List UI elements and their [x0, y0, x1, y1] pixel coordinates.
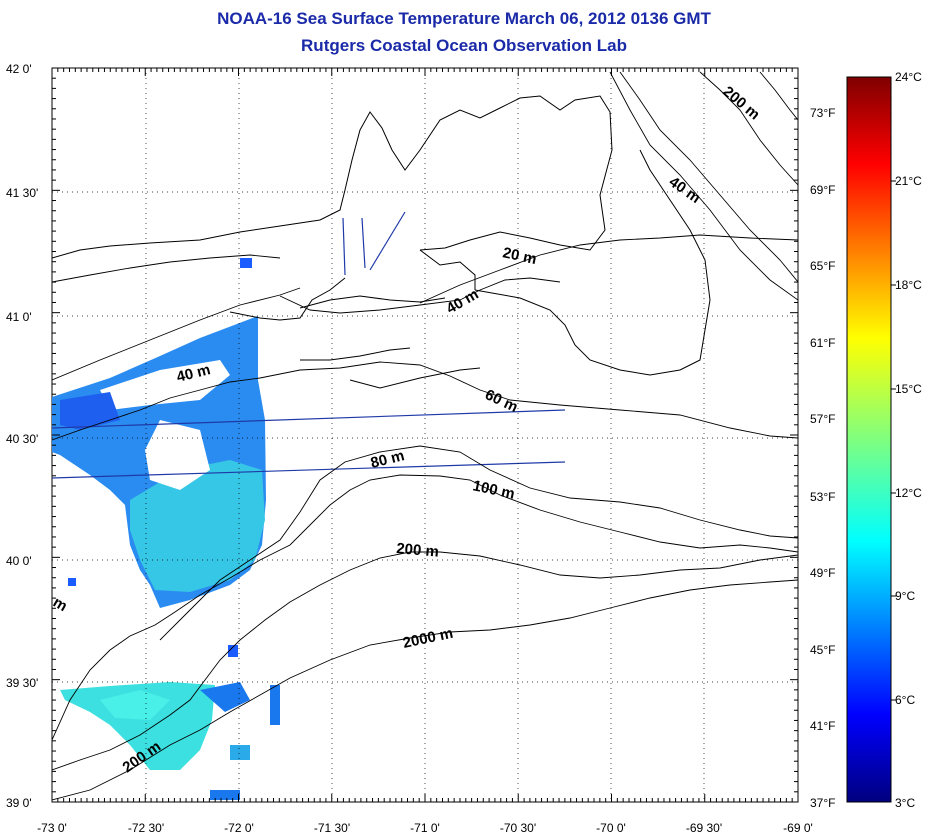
- lat-label: 42 0': [6, 62, 32, 76]
- celsius-label: 18°C: [895, 278, 922, 292]
- fahrenheit-label: 57°F: [810, 412, 835, 426]
- lat-label: 40 0': [6, 554, 32, 568]
- map-subtitle: Rutgers Coastal Ocean Observation Lab: [301, 36, 627, 55]
- colorbar-ticks: [891, 180, 896, 701]
- lon-label: -69 0': [783, 821, 813, 835]
- latitude-labels: 42 0' 41 30' 41 0' 40 30' 40 0' 39 30' 3…: [6, 62, 38, 810]
- fahrenheit-labels: 73°F 69°F 65°F 61°F 57°F 53°F 49°F 45°F …: [810, 106, 835, 810]
- fahrenheit-label: 69°F: [810, 183, 835, 197]
- celsius-label: 12°C: [895, 486, 922, 500]
- frame-ticks: [51, 67, 799, 803]
- lon-label: -72 30': [128, 821, 164, 835]
- fahrenheit-label: 61°F: [810, 336, 835, 350]
- fahrenheit-label: 37°F: [810, 796, 835, 810]
- celsius-label: 15°C: [895, 382, 922, 396]
- lat-label: 41 0': [6, 310, 32, 324]
- lat-label: 40 30': [6, 432, 38, 446]
- fahrenheit-label: 53°F: [810, 490, 835, 504]
- colorbar: [846, 76, 892, 803]
- lat-label: 39 0': [6, 796, 32, 810]
- lon-label: -70 0': [596, 821, 626, 835]
- fahrenheit-label: 73°F: [810, 106, 835, 120]
- celsius-label: 24°C: [895, 70, 922, 84]
- longitude-labels: -73 0' -72 30' -72 0' -71 30' -71 0' -70…: [37, 821, 813, 835]
- fahrenheit-label: 65°F: [810, 259, 835, 273]
- celsius-labels: 24°C 21°C 18°C 15°C 12°C 9°C 6°C 3°C: [895, 70, 922, 810]
- lat-label: 41 30': [6, 186, 38, 200]
- lon-label: -73 0': [37, 821, 67, 835]
- track-lines: [52, 211, 566, 479]
- lon-label: -71 0': [410, 821, 440, 835]
- lon-label: -72 0': [224, 821, 254, 835]
- fahrenheit-label: 41°F: [810, 719, 835, 733]
- contour-label-200m: 200 m: [396, 540, 440, 561]
- celsius-label: 3°C: [895, 796, 915, 810]
- lon-label: -70 30': [500, 821, 536, 835]
- sst-swath: [52, 258, 280, 800]
- isobaths: [52, 71, 798, 801]
- fahrenheit-label: 49°F: [810, 566, 835, 580]
- celsius-label: 9°C: [895, 589, 915, 603]
- contour-label-20m: 20 m: [501, 244, 538, 268]
- lon-label: -71 30': [314, 821, 350, 835]
- map-title: NOAA-16 Sea Surface Temperature March 06…: [217, 9, 711, 28]
- celsius-label: 6°C: [895, 693, 915, 707]
- lon-label: -69 30': [686, 821, 722, 835]
- lat-label: 39 30': [6, 676, 38, 690]
- celsius-label: 21°C: [895, 174, 922, 188]
- fahrenheit-label: 45°F: [810, 643, 835, 657]
- coastline: [52, 95, 711, 389]
